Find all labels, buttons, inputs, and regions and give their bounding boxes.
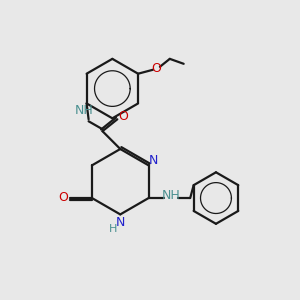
Text: N: N xyxy=(149,154,158,167)
Text: N: N xyxy=(116,216,125,229)
Text: O: O xyxy=(151,62,161,75)
Text: O: O xyxy=(118,110,128,123)
Text: O: O xyxy=(58,190,68,204)
Text: NH: NH xyxy=(74,104,93,117)
Text: NH: NH xyxy=(162,189,181,202)
Text: H: H xyxy=(109,224,118,234)
